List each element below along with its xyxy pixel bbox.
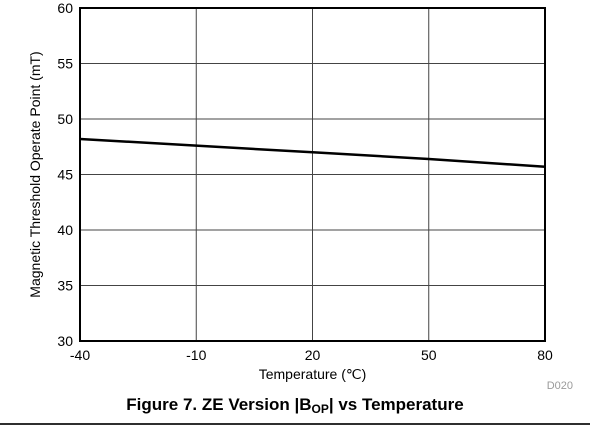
figure-code: D020 — [547, 380, 573, 392]
y-tick-label: 35 — [57, 278, 73, 294]
y-tick-label: 55 — [57, 56, 73, 72]
caption-subscript: OP — [311, 402, 329, 416]
y-tick-label: 40 — [57, 222, 73, 238]
caption-prefix: Figure 7. ZE Version |B — [126, 395, 312, 414]
y-tick-label: 45 — [57, 167, 73, 183]
plot-frame — [79, 7, 546, 342]
x-tick-labels: -40 -10 20 50 80 — [70, 347, 553, 363]
bottom-rule — [0, 423, 590, 425]
x-axis-label: Temperature (℃) — [259, 366, 367, 382]
y-tick-label: 60 — [57, 0, 73, 16]
figure-caption: Figure 7. ZE Version |BOP| vs Temperatur… — [0, 395, 590, 416]
x-tick-label: 20 — [305, 347, 321, 363]
y-tick-labels: 30 35 40 45 50 55 60 — [57, 0, 73, 349]
series — [79, 137, 546, 168]
y-axis-label: Magnetic Threshold Operate Point (mT) — [27, 51, 43, 297]
x-tick-label: -40 — [70, 347, 90, 363]
x-tick-label: -10 — [186, 347, 206, 363]
x-tick-label: 80 — [537, 347, 553, 363]
grid — [79, 7, 546, 342]
y-tick-label: 30 — [57, 333, 73, 349]
chart: 30 35 40 45 50 55 60 -40 -10 20 50 80 Temperature … — [27, 0, 573, 392]
series-line — [79, 137, 546, 168]
x-tick-label: 50 — [421, 347, 437, 363]
caption-suffix: | vs Temperature — [328, 395, 464, 414]
y-tick-label: 50 — [57, 111, 73, 127]
